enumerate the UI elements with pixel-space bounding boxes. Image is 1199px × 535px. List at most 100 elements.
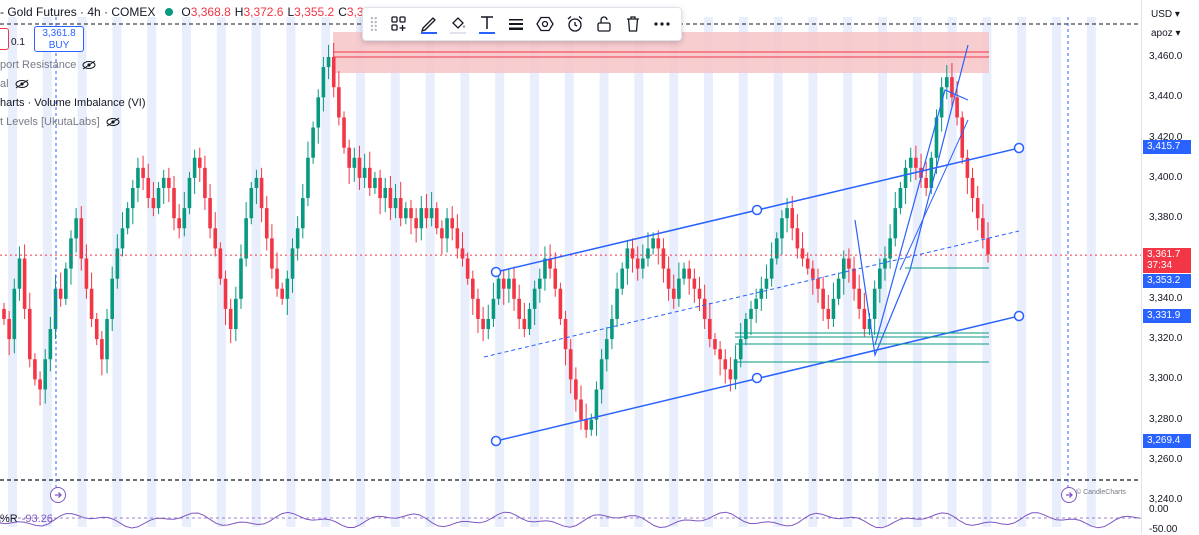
candle-body: [517, 298, 521, 319]
candle-body: [754, 298, 758, 309]
indicator-row-levels[interactable]: t Levels [UkutaLabs]: [0, 116, 120, 128]
candle-body: [733, 359, 738, 380]
price-axis-label: 3,420.0: [1149, 131, 1183, 143]
candle-body: [795, 228, 800, 249]
candle-body: [125, 208, 130, 229]
indicator-row-2[interactable]: al: [0, 78, 29, 90]
candle-body: [604, 339, 609, 360]
chevron-down-icon: ▾: [1175, 28, 1181, 39]
candle-body: [115, 248, 120, 279]
hidden-eye-icon[interactable]: [15, 79, 29, 89]
candle-body: [12, 288, 17, 340]
candle-body: [666, 268, 671, 289]
candle-body: [100, 339, 104, 360]
candle-body: [429, 208, 434, 219]
candle-body: [759, 288, 764, 299]
candle-body: [857, 288, 862, 309]
candle-body: [84, 258, 89, 289]
candle-body: [584, 419, 588, 430]
more-button[interactable]: [652, 13, 673, 35]
session-stripe: [634, 17, 644, 527]
candle-body: [589, 419, 594, 430]
session-stripe: [912, 17, 922, 527]
indicator-label: harts · Volume Imbalance (VI): [0, 97, 146, 109]
go-to-start-button[interactable]: [50, 487, 66, 503]
channel-handle: [1013, 310, 1025, 322]
price-axis-label: 3,320.0: [1149, 333, 1183, 345]
lock-icon: [597, 16, 611, 32]
candle-body: [285, 278, 290, 299]
indicator-row-support-resistance[interactable]: port Resistance: [0, 59, 96, 71]
indicator-row-volume-imbalance[interactable]: harts · Volume Imbalance (VI): [0, 97, 146, 109]
alert-button[interactable]: [564, 13, 585, 35]
chevron-down-icon: ▾: [1174, 9, 1180, 20]
buy-label: BUY: [48, 40, 70, 51]
unit-selector[interactable]: apoz ▾: [1151, 28, 1181, 39]
candle-body: [507, 278, 511, 289]
candle-body: [950, 77, 954, 98]
candle-body: [811, 268, 815, 279]
williams-r-legend[interactable]: %R -93.26: [0, 513, 53, 525]
symbol-title[interactable]: - Gold Futures · 4h · COMEX: [0, 5, 156, 19]
candle-body: [22, 258, 27, 309]
candle-body: [682, 268, 686, 279]
candle-body: [522, 318, 527, 330]
price-axis-label: 3,460.0: [1149, 51, 1183, 62]
sell-button[interactable]: [0, 28, 9, 50]
channel-handle: [751, 204, 763, 216]
hidden-eye-icon[interactable]: [82, 60, 96, 70]
go-to-icon: [1066, 492, 1073, 498]
candle-body: [146, 177, 151, 199]
go-to-realtime-button[interactable]: [1061, 487, 1077, 503]
hidden-eye-icon[interactable]: [106, 117, 120, 127]
add-templates-button[interactable]: [389, 13, 410, 35]
trash-icon: [627, 16, 640, 32]
price-tag: 3,353.2: [1143, 274, 1191, 288]
lock-button[interactable]: [593, 13, 614, 35]
candle-body: [635, 258, 640, 269]
session-stripe: [843, 17, 853, 527]
candle-body: [625, 248, 630, 269]
candle-body: [64, 268, 68, 299]
candle-body: [218, 248, 223, 279]
candle-body: [965, 157, 970, 178]
session-stripe: [564, 17, 574, 527]
candle-body: [404, 208, 408, 219]
candle-body: [610, 318, 614, 340]
settings-hexagon-icon: [536, 16, 555, 32]
candle-body: [362, 167, 367, 178]
candle-body: [599, 359, 604, 390]
currency-selector[interactable]: USD ▾: [1151, 9, 1180, 20]
session-stripe: [982, 17, 992, 527]
candle-body: [424, 208, 429, 219]
ohlc-high-label: H: [234, 5, 244, 19]
candle-body: [749, 308, 753, 319]
candle-body: [780, 218, 784, 239]
fill-color-button[interactable]: [447, 13, 468, 35]
market-status-icon: [165, 8, 174, 16]
candle-body: [821, 288, 825, 309]
candle-body: [656, 238, 661, 249]
channel-handle: [1013, 142, 1025, 154]
settings-button[interactable]: [535, 13, 556, 35]
line-color-button[interactable]: [418, 13, 439, 35]
drag-grip-icon[interactable]: [369, 15, 379, 33]
session-stripe: [251, 17, 261, 527]
candle-body: [898, 187, 903, 209]
candle-body: [903, 167, 908, 188]
candle-body: [883, 258, 887, 269]
candle-body: [527, 308, 532, 330]
line-thickness-button[interactable]: [506, 13, 527, 35]
buy-button[interactable]: 3,361.8 BUY: [34, 26, 84, 52]
session-stripe: [182, 17, 191, 527]
delete-button[interactable]: [623, 13, 644, 35]
candle-body: [187, 177, 192, 209]
candle-body: [929, 157, 934, 188]
session-stripe: [8, 17, 17, 527]
ohlc-open-label: O: [181, 5, 191, 19]
text-color-button[interactable]: [476, 13, 497, 35]
candle-body: [414, 218, 418, 229]
candle-body: [177, 218, 181, 229]
candle-body: [981, 218, 985, 239]
